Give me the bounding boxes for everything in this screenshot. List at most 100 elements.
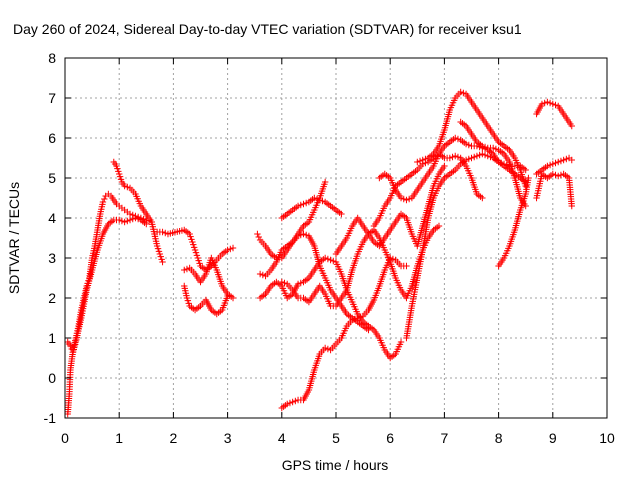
- data-point: [143, 220, 150, 228]
- trace-marker: [115, 168, 122, 175]
- trace-marker: [552, 171, 559, 179]
- data-point: [457, 88, 464, 96]
- data-point: [544, 162, 551, 170]
- data-point: [126, 216, 134, 224]
- data-point: [294, 232, 302, 240]
- data-point: [153, 242, 161, 250]
- data-point: [500, 160, 508, 168]
- data-point: [568, 156, 575, 164]
- data-point: [229, 244, 237, 252]
- y-tick-label: 5: [48, 170, 56, 186]
- data-point: [254, 230, 261, 238]
- data-point: [181, 266, 188, 274]
- trace-marker: [124, 183, 131, 191]
- data-point: [67, 342, 74, 350]
- data-point: [121, 218, 128, 226]
- y-tick-label: 4: [48, 210, 56, 226]
- data-point: [495, 158, 502, 166]
- data-point: [159, 258, 166, 266]
- trace-marker: [195, 257, 202, 264]
- trace-marker: [492, 145, 500, 153]
- data-point: [473, 152, 481, 160]
- x-tick-label: 6: [386, 430, 394, 446]
- x-axis-label: GPS time / hours: [282, 457, 389, 473]
- trace-marker: [481, 151, 489, 159]
- data-point: [522, 166, 529, 174]
- data-point: [116, 216, 123, 224]
- data-point: [446, 154, 454, 162]
- data-point: [549, 100, 556, 108]
- data-point: [560, 156, 567, 164]
- data-point: [186, 230, 193, 238]
- chart-title: Day 260 of 2024, Sidereal Day-to-day VTE…: [13, 21, 522, 37]
- data-point: [435, 222, 443, 230]
- trace-marker: [101, 195, 108, 203]
- data-point: [338, 210, 345, 218]
- y-axis-label: SDTVAR / TECUs: [6, 182, 22, 294]
- data-point: [191, 246, 199, 254]
- trace-marker: [292, 397, 299, 405]
- data-point: [522, 182, 529, 190]
- trace-marker: [255, 233, 262, 241]
- data-point: [256, 270, 264, 278]
- y-tick-label: 1: [48, 330, 56, 346]
- trace-marker: [471, 153, 478, 161]
- data-point: [489, 144, 497, 152]
- trace-marker: [129, 215, 136, 223]
- trace-marker: [297, 279, 304, 287]
- trace-marker: [158, 256, 165, 263]
- trace-marker: [552, 101, 559, 109]
- trace-marker: [286, 399, 294, 407]
- x-tick-label: 8: [495, 430, 503, 446]
- trace-marker: [405, 195, 413, 203]
- data-point: [116, 170, 123, 178]
- trace-marker: [319, 197, 326, 205]
- data-point: [300, 200, 307, 208]
- data-point: [121, 182, 128, 190]
- trace-marker: [460, 89, 467, 97]
- trace-marker: [552, 159, 559, 167]
- trace-marker: [324, 255, 332, 263]
- trace-marker: [227, 245, 234, 253]
- data-point: [479, 194, 486, 202]
- trace-marker: [546, 161, 554, 169]
- data-point: [414, 158, 421, 166]
- data-point: [419, 156, 426, 164]
- trace-marker: [114, 165, 121, 172]
- x-tick-label: 9: [549, 430, 557, 446]
- data-point: [327, 256, 334, 264]
- data-points: [64, 88, 575, 418]
- x-tick-label: 0: [61, 430, 69, 446]
- trace-marker: [324, 345, 332, 353]
- trace-marker: [449, 153, 456, 161]
- data-point: [311, 194, 318, 202]
- trace-marker: [157, 253, 164, 260]
- data-point: [224, 292, 231, 300]
- data-point: [452, 152, 459, 160]
- data-point: [294, 280, 302, 288]
- trace-marker: [155, 248, 163, 255]
- data-point: [189, 238, 196, 246]
- data-point: [525, 174, 532, 182]
- trace-marker: [400, 195, 407, 203]
- trace-marker: [541, 99, 548, 107]
- data-point: [555, 172, 562, 180]
- data-point: [397, 194, 405, 202]
- data-point: [126, 210, 134, 218]
- x-tick-label: 5: [332, 430, 340, 446]
- trace-marker: [185, 300, 192, 307]
- data-point: [403, 262, 410, 270]
- y-tick-label: 3: [48, 250, 56, 266]
- data-point: [522, 202, 529, 210]
- trace-marker: [134, 215, 142, 223]
- trace-marker: [357, 313, 364, 321]
- trace-marker: [192, 249, 200, 256]
- data-point: [479, 150, 486, 158]
- trace-marker: [487, 153, 494, 161]
- data-point: [224, 246, 231, 254]
- trace-marker: [351, 315, 359, 323]
- trace-marker: [297, 231, 304, 239]
- data-point: [159, 228, 166, 236]
- trace-marker: [302, 231, 310, 239]
- trace-marker: [124, 217, 131, 225]
